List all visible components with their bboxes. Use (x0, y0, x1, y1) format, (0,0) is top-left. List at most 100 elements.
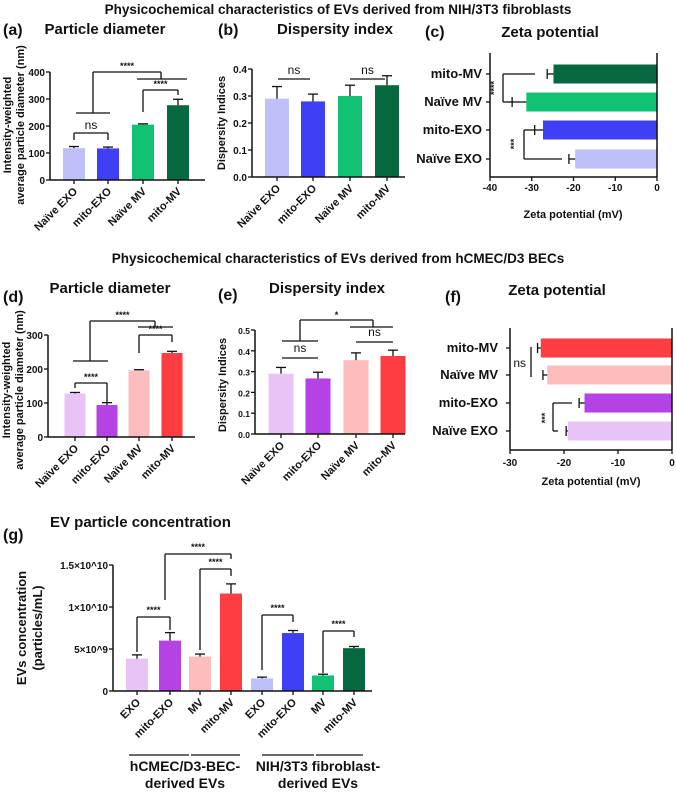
panel-title: Dispersity index (277, 21, 394, 38)
panel-label: (g) (3, 527, 23, 544)
y-tick-label: 100 (28, 149, 45, 160)
y-tick-label: 0.4 (233, 65, 247, 76)
y-tick-label: 0.5 (238, 326, 250, 336)
y-tick-label: 200 (26, 365, 43, 376)
y-tick-label: 0.2 (238, 388, 250, 398)
x-tick-label: -10 (611, 458, 626, 469)
significance-label: ns (368, 325, 381, 339)
significance-label: **** (270, 603, 285, 613)
y-axis-label: EVs concentration (14, 571, 29, 685)
bar (189, 656, 211, 691)
y-axis-label: Intensity-weighted (2, 77, 14, 174)
group-label: NIH/3T3 fibroblast- (256, 758, 381, 774)
significance-label: ns (85, 118, 98, 132)
bar (375, 85, 399, 177)
panel-e: (e) Dispersity index Naïve EXOmito-EXONaïv… (217, 280, 406, 487)
figure-title-hcmec: Physicochemical characteristics of EVs d… (112, 251, 564, 266)
y-axis-label: (particles/mL) (30, 585, 45, 670)
significance-label: **** (146, 605, 161, 615)
bar (97, 148, 119, 180)
x-tick-label: EXO (243, 696, 268, 721)
y-axis-label: Intensity-weighted (1, 342, 13, 439)
x-tick-label: mito-EXO (280, 439, 324, 483)
x-tick-label: -20 (557, 458, 572, 469)
y-tick-label: 0 (37, 433, 43, 444)
bar (543, 120, 657, 140)
bar (128, 370, 150, 437)
bar (343, 648, 365, 691)
x-tick-label: mito-EXO (275, 182, 319, 226)
bar (161, 353, 183, 437)
bar (584, 393, 672, 413)
panel-title: Zeta potential (501, 24, 599, 41)
y-tick-label: 0.4 (238, 347, 250, 357)
y-axis-label: average particle diameter (nm) (15, 45, 27, 205)
x-tick-label: Naïve MV (319, 439, 363, 483)
bar (553, 64, 657, 84)
panel-title: Zeta potential (508, 282, 606, 299)
x-tick-label: EXO (118, 696, 143, 721)
bar (380, 356, 406, 434)
y-tick-label: Naïve MV (424, 94, 482, 109)
significance-label: ns (294, 341, 307, 355)
bar (547, 365, 672, 385)
y-tick-label: mito-MV (447, 340, 499, 355)
bar (305, 378, 331, 434)
group-label: derived EVs (278, 775, 358, 791)
bar (251, 678, 273, 691)
y-axis-label: Dispersity Indices (217, 338, 229, 432)
y-tick-label: 0.1 (233, 146, 247, 157)
y-tick-label: mito-EXO (423, 122, 482, 137)
significance-label: **** (115, 310, 130, 320)
x-tick-label: -40 (483, 183, 498, 194)
bar (167, 105, 189, 180)
x-tick-label: MV (309, 696, 330, 717)
bar (301, 101, 325, 177)
y-tick-label: 200 (28, 122, 45, 133)
y-tick-label: 100 (26, 399, 43, 410)
x-tick-label: Naïve MV (313, 182, 357, 226)
y-tick-label: Naïve EXO (416, 151, 482, 166)
panel-label: (e) (218, 287, 238, 304)
bar (575, 149, 657, 169)
y-axis-label: average particle diameter (nm) (14, 310, 26, 470)
y-axis-label: Dispersity Indices (216, 76, 228, 170)
group-label: derived EVs (145, 775, 225, 791)
panel-c: (c) Zeta potential mito-MV Naïve MV mito-EXO… (416, 24, 660, 221)
y-tick-label: mito-MV (431, 66, 483, 81)
significance-label: **** (153, 79, 168, 89)
y-tick-label: 5×10^9 (74, 645, 108, 656)
x-tick-label: Naïve EXO (239, 439, 287, 487)
x-tick-label: -30 (525, 183, 540, 194)
bar (526, 92, 657, 112)
bar (220, 593, 242, 691)
bar (282, 633, 304, 691)
bar (343, 360, 369, 434)
bar (540, 338, 672, 358)
significance-label: **** (489, 81, 499, 96)
significance-label: **** (331, 619, 346, 629)
significance-label: ns (513, 356, 526, 370)
x-tick-label: Naïve EXO (32, 185, 80, 233)
group-label: hCMEC/D3-BEC- (130, 758, 241, 774)
y-tick-label: Naïve MV (440, 367, 498, 382)
x-tick-label: mito-MV (360, 439, 400, 479)
bar (64, 393, 86, 437)
panel-label: (f) (445, 289, 461, 306)
x-tick-label: -30 (503, 458, 518, 469)
y-tick-label: 0 (39, 176, 45, 187)
significance-label: ns (361, 63, 374, 77)
panel-label: (b) (218, 22, 238, 39)
significance-label: **** (120, 61, 135, 71)
significance-label: **** (208, 557, 223, 567)
figure-title-nih: Physicochemical characteristics of EVs d… (105, 2, 572, 17)
x-tick-label: -10 (608, 183, 623, 194)
x-axis-label: Zeta potential (mV) (541, 476, 640, 488)
y-tick-label: 400 (28, 68, 45, 79)
y-tick-label: 300 (26, 331, 43, 342)
y-tick-label: 0.3 (238, 368, 250, 378)
